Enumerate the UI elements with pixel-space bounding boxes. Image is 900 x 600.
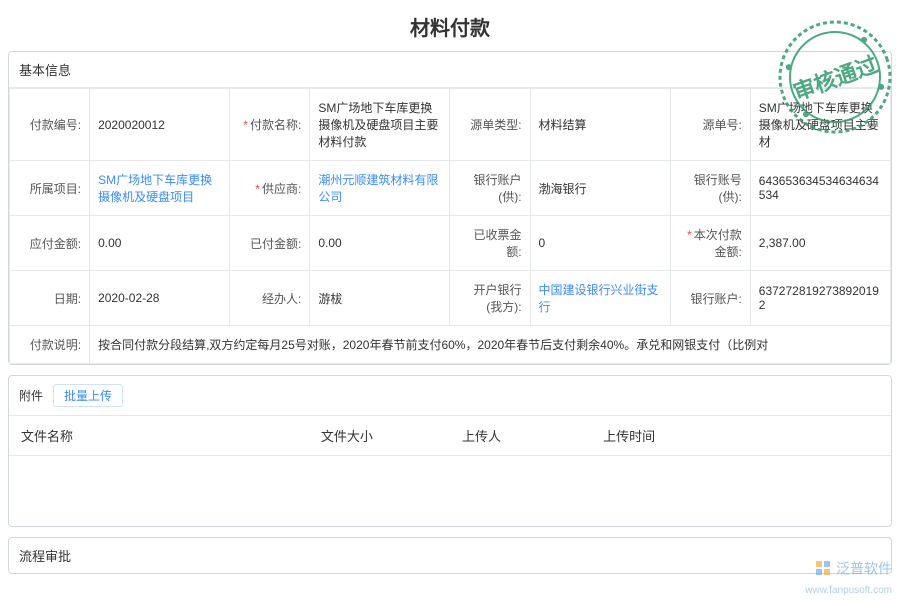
value-source-no: SM广场地下车库更换摄像机及硬盘项目主要材 — [750, 89, 890, 161]
label-paid: 已付金额: — [230, 216, 310, 271]
value-handler: 游柭 — [310, 271, 450, 326]
attachments-header: 附件 — [19, 387, 43, 404]
col-filesize: 文件大小 — [309, 416, 450, 456]
value-payment-name: SM广场地下车库更换摄像机及硬盘项目主要材料付款 — [310, 89, 450, 161]
project-link[interactable]: SM广场地下车库更换摄像机及硬盘项目 — [98, 173, 212, 204]
value-date: 2020-02-28 — [90, 271, 230, 326]
col-uploader: 上传人 — [450, 416, 591, 456]
label-open-bank-self: 开户银行(我方): — [450, 271, 530, 326]
value-open-bank-self[interactable]: 中国建设银行兴业街支行 — [530, 271, 670, 326]
value-payable: 0.00 — [90, 216, 230, 271]
value-project[interactable]: SM广场地下车库更换摄像机及硬盘项目 — [90, 161, 230, 216]
basic-info-panel: 基本信息 付款编号: 2020020012 *付款名称: SM广场地下车库更换摄… — [8, 51, 892, 365]
batch-upload-button[interactable]: 批量上传 — [53, 384, 123, 407]
value-paid: 0.00 — [310, 216, 450, 271]
label-payment-no: 付款编号: — [10, 89, 90, 161]
value-bank-account-self: 63727281927389201​92 — [750, 271, 890, 326]
supplier-link[interactable]: 潮州元顺建筑材料有限公司 — [318, 173, 438, 204]
label-payment-name: *付款名称: — [230, 89, 310, 161]
attachments-panel: 附件 批量上传 文件名称 文件大小 上传人 上传时间 — [8, 375, 892, 527]
page-title: 材料付款 — [0, 0, 900, 51]
label-bank-no-supplier: 银行账号(供): — [670, 161, 750, 216]
label-source-type: 源单类型: — [450, 89, 530, 161]
label-pay-desc: 付款说明: — [10, 326, 90, 364]
label-handler: 经办人: — [230, 271, 310, 326]
value-pay-desc: 按合同付款分段结算,双方约定每月25号对账，2020年春节前支付60%，2020… — [90, 326, 891, 364]
basic-info-table: 付款编号: 2020020012 *付款名称: SM广场地下车库更换摄像机及硬盘… — [9, 88, 891, 364]
label-supplier: *供应商: — [230, 161, 310, 216]
label-source-no: 源单号: — [670, 89, 750, 161]
label-this-pay: *本次付款金额: — [670, 216, 750, 271]
label-date: 日期: — [10, 271, 90, 326]
label-invoiced: 已收票金额: — [450, 216, 530, 271]
col-uploadtime: 上传时间 — [591, 416, 891, 456]
value-invoiced: 0 — [530, 216, 670, 271]
attachments-empty — [9, 456, 891, 526]
value-this-pay: 2,387.00 — [750, 216, 890, 271]
approval-panel: 流程审批 — [8, 537, 892, 574]
approval-header: 流程审批 — [9, 538, 891, 573]
value-source-type: 材料结算 — [530, 89, 670, 161]
label-bank-account-self: 银行账户: — [670, 271, 750, 326]
basic-info-header: 基本信息 — [9, 52, 891, 88]
label-project: 所属项目: — [10, 161, 90, 216]
value-bank-no-supplier: 6436536345346346345​34 — [750, 161, 890, 216]
open-bank-self-link[interactable]: 中国建设银行兴业街支行 — [539, 283, 659, 314]
label-bank-account-supplier: 银行账户(供): — [450, 161, 530, 216]
col-filename: 文件名称 — [9, 416, 309, 456]
watermark-url: www.fanpusoft.com — [805, 585, 892, 596]
value-bank-account-supplier: 渤海银行 — [530, 161, 670, 216]
value-supplier[interactable]: 潮州元顺建筑材料有限公司 — [310, 161, 450, 216]
label-payable: 应付金额: — [10, 216, 90, 271]
value-payment-no: 2020020012 — [90, 89, 230, 161]
attachments-table: 文件名称 文件大小 上传人 上传时间 — [9, 416, 891, 526]
